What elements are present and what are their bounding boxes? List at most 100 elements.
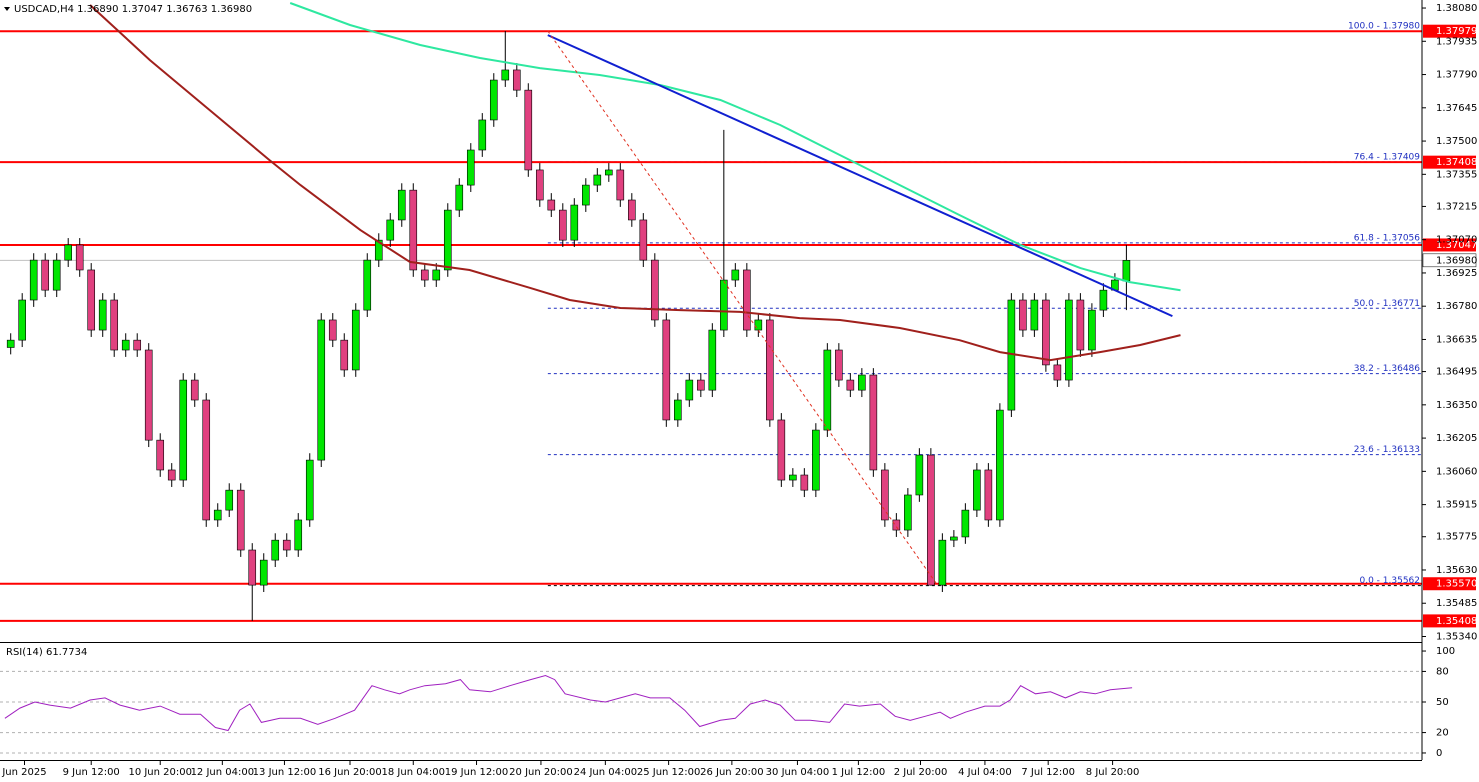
overlay: 100.0 - 1.37980 76.4 - 1.37409 61.8 - 1.37… [1348, 21, 1477, 628]
candle-body [225, 489, 234, 511]
candle-body [466, 149, 475, 186]
x-tick-label: Jun 2025 [1, 767, 46, 778]
candle-body [984, 469, 993, 521]
candle-body [1076, 299, 1085, 351]
candle-body [558, 209, 567, 241]
candle-body [881, 469, 889, 521]
level-price-box [1423, 238, 1476, 252]
line [4, 674, 1133, 732]
candle-body [835, 349, 843, 381]
y-tick-label: 20 [1436, 728, 1449, 739]
y-tick-label: 1.35775 [1436, 532, 1477, 543]
candle-body [328, 319, 337, 341]
candle-body [248, 549, 257, 586]
x-tick-label: 4 Jul 04:00 [958, 767, 1012, 778]
candle-body [869, 374, 878, 471]
candle-body [443, 209, 452, 271]
menu-arrow[interactable] [4, 7, 10, 11]
level-price-label: 1.35408 [1436, 616, 1477, 627]
candle-body [961, 509, 970, 538]
x-tick-label: 12 Jun 04:00 [191, 767, 255, 778]
x-tick-label: 7 Jul 12:00 [1021, 767, 1075, 778]
line [89, 4, 1181, 362]
candle-body [754, 319, 763, 331]
candle-body [904, 494, 912, 531]
level-price-box [1423, 155, 1476, 169]
y-tick-label: 1.38080 [1436, 3, 1477, 14]
candle-body [582, 184, 590, 206]
candle-body [397, 189, 406, 221]
candle-body [75, 244, 84, 271]
candle-body [1030, 299, 1039, 331]
candle-body [455, 184, 464, 211]
candle-body [800, 474, 809, 491]
candle-body [156, 439, 165, 471]
candle-body [1053, 364, 1062, 381]
candle-body [87, 269, 96, 331]
fib-label: 76.4 - 1.37409 [1354, 152, 1420, 162]
candle-body [432, 269, 441, 281]
header: USDCAD,H4 1.36890 1.37047 1.36763 1.3698… [14, 4, 252, 15]
candle-body [133, 339, 142, 351]
candle-body [271, 539, 280, 561]
candle-body [489, 79, 498, 121]
candle-body [789, 474, 797, 481]
y-tick-label: 1.37070 [1436, 235, 1477, 246]
candle-body [110, 299, 119, 351]
y-tick-label: 1.37500 [1436, 136, 1477, 147]
x-tick-label: 1 Jul 12:00 [832, 767, 886, 778]
candle-body [674, 399, 682, 421]
x-tick-label: 10 Jun 20:00 [128, 767, 192, 778]
main-plot [0, 2, 1422, 622]
candle-body [720, 279, 728, 331]
candle-body [973, 469, 981, 511]
candle-body [628, 199, 636, 221]
candle-body [731, 269, 740, 281]
y-tick-label: 1.37790 [1436, 70, 1477, 81]
x-tick-label: 25 Jun 12:00 [637, 767, 701, 778]
line [547, 34, 1173, 318]
level-price-label: 1.37979 [1436, 26, 1477, 37]
candle-body [386, 219, 395, 241]
candle-body [927, 454, 935, 586]
x-tick-label: 9 Jun 12:00 [63, 767, 120, 778]
level-price-label: 1.37047 [1436, 240, 1477, 251]
candle-body [662, 319, 671, 421]
candle-body [121, 339, 130, 351]
candle-body [409, 189, 418, 271]
candle-body [938, 539, 947, 586]
candle-body [18, 299, 26, 341]
y-tick-label: 1.36495 [1436, 367, 1477, 378]
x-tick-label: 20 Jun 20:00 [509, 767, 573, 778]
candle-body [570, 204, 579, 241]
candle-body [1122, 260, 1131, 282]
x-tick-label: 30 Jun 04:00 [766, 767, 830, 778]
candle-body [1042, 299, 1050, 366]
candle-body [639, 219, 648, 261]
candle-body [812, 429, 820, 491]
x-tick-label: 2 Jul 20:00 [894, 767, 948, 778]
y-tick-label: 1.37645 [1436, 103, 1477, 114]
candle-body [1065, 299, 1073, 381]
candle-body [950, 536, 958, 541]
y-tick-label: 1.36780 [1436, 301, 1477, 312]
candle-body [858, 374, 866, 391]
y-tick-label: 1.35915 [1436, 500, 1477, 511]
level-price-box [1423, 577, 1476, 591]
candle-body [64, 244, 73, 261]
candle-body [512, 69, 521, 91]
y-tick-label: 1.35340 [1436, 631, 1477, 642]
candle-body [743, 269, 751, 331]
candle-body [98, 299, 107, 331]
level-price-label: 1.37408 [1436, 157, 1477, 168]
candle-body [1099, 289, 1108, 311]
candle-body [478, 119, 487, 151]
candle-body [41, 259, 50, 291]
candle-body [213, 509, 222, 521]
y-tick-label: 1.35630 [1436, 565, 1477, 576]
candle-body [915, 454, 924, 496]
level-price-label: 1.35570 [1436, 579, 1477, 590]
y-tick-label: 1.37215 [1436, 201, 1477, 212]
candle-body [420, 269, 429, 281]
